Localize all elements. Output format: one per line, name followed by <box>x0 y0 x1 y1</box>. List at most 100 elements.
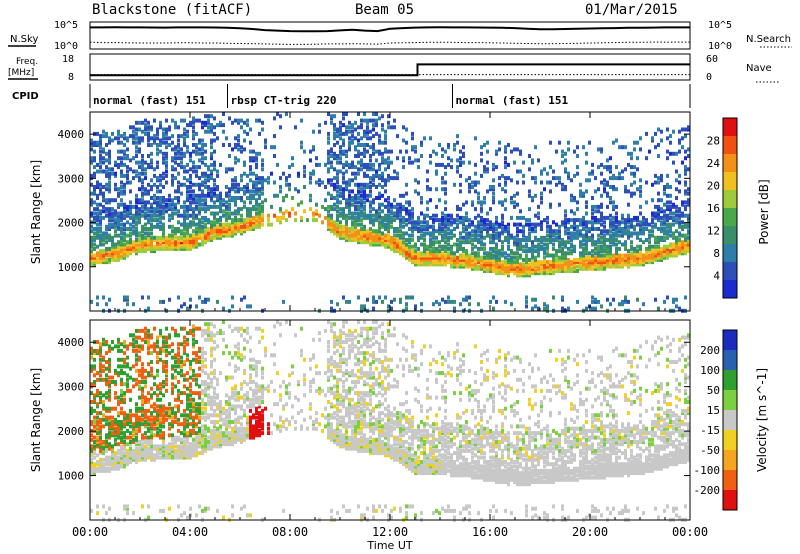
power-cell <box>465 249 468 254</box>
power-cell <box>573 257 576 262</box>
power-cell <box>111 246 114 251</box>
power-cell <box>441 211 444 216</box>
power-cell <box>681 220 684 225</box>
power-cell <box>402 253 405 258</box>
power-cell <box>459 240 462 245</box>
power-cell <box>678 220 681 225</box>
power-cell <box>210 204 213 209</box>
power-cell <box>417 215 420 220</box>
power-cell <box>153 182 156 187</box>
power-cell <box>408 200 411 205</box>
power-cell <box>426 257 429 262</box>
power-cell <box>579 240 582 245</box>
power-cell <box>99 227 102 231</box>
power-cell <box>561 242 564 247</box>
power-cell <box>132 129 135 134</box>
power-cell <box>552 257 555 262</box>
power-cell <box>357 233 360 238</box>
power-cell <box>654 255 657 260</box>
power-cell <box>456 249 459 254</box>
power-cell <box>483 262 486 267</box>
power-cell <box>462 235 465 240</box>
power-cell <box>228 222 231 227</box>
power-cell <box>636 253 639 258</box>
power-cell <box>567 227 570 231</box>
power-cell <box>126 156 129 161</box>
power-cell <box>405 191 408 196</box>
power-cell <box>198 209 201 214</box>
power-cell <box>453 255 456 260</box>
power-cell <box>606 182 609 187</box>
power-cell <box>366 149 369 154</box>
power-cell <box>678 209 681 214</box>
power-cell <box>513 193 516 198</box>
power-cell <box>543 242 546 247</box>
power-cell <box>135 149 138 154</box>
power-cell <box>141 249 144 254</box>
power-cell <box>654 180 657 185</box>
power-cell <box>675 213 678 218</box>
power-cell <box>648 257 651 262</box>
power-cell <box>417 257 420 262</box>
velocity-cell <box>135 420 138 424</box>
power-cell <box>114 211 117 216</box>
power-cell <box>504 262 507 267</box>
power-cell <box>225 231 228 236</box>
power-cell <box>615 255 618 260</box>
power-cell <box>498 249 501 254</box>
power-cell <box>615 187 618 192</box>
power-cell <box>678 189 681 194</box>
power-cell <box>387 204 390 209</box>
power-cell <box>663 220 666 225</box>
power-cell <box>492 167 495 172</box>
power-cell <box>357 167 360 172</box>
power-cell <box>240 218 243 223</box>
power-cell <box>456 134 459 139</box>
power-cell <box>441 251 444 256</box>
power-cell <box>177 213 180 218</box>
power-cell <box>252 215 255 220</box>
power-cell <box>579 253 582 258</box>
velocity-cell <box>126 382 129 387</box>
velocity-cell <box>123 462 126 467</box>
power-cell <box>348 178 351 183</box>
power-cell <box>153 207 156 212</box>
power-cell <box>546 215 549 220</box>
power-cell <box>201 207 204 212</box>
power-cell <box>342 171 345 176</box>
power-cell <box>576 233 579 238</box>
power-cell <box>129 125 132 130</box>
power-cell <box>360 229 363 234</box>
power-cell <box>513 200 516 205</box>
power-cell <box>480 235 483 240</box>
power-cell <box>366 235 369 240</box>
power-cell <box>678 238 681 242</box>
power-cell <box>501 262 504 267</box>
power-cell <box>522 262 525 267</box>
power-cell <box>663 202 666 207</box>
power-cell <box>192 244 195 249</box>
power-cell <box>345 229 348 234</box>
power-cell <box>549 271 552 276</box>
power-cell <box>99 160 102 165</box>
power-cell <box>426 231 429 236</box>
power-cell <box>435 235 438 240</box>
power-cell <box>138 207 141 212</box>
velocity-cell <box>129 397 132 402</box>
power-cell <box>597 220 600 225</box>
power-cell <box>618 246 621 251</box>
power-cell <box>438 198 441 203</box>
power-cell <box>162 198 165 203</box>
power-cell <box>144 249 147 254</box>
power-cell <box>582 242 585 247</box>
power-cell <box>210 127 213 132</box>
power-cell <box>237 143 240 147</box>
power-cell <box>159 125 162 130</box>
velocity-cell <box>108 406 111 411</box>
power-cell <box>108 187 111 192</box>
power-cell <box>495 271 498 276</box>
power-cell <box>159 182 162 187</box>
power-cell <box>684 189 687 194</box>
velocity-cell <box>102 468 105 473</box>
power-cell <box>678 240 681 245</box>
